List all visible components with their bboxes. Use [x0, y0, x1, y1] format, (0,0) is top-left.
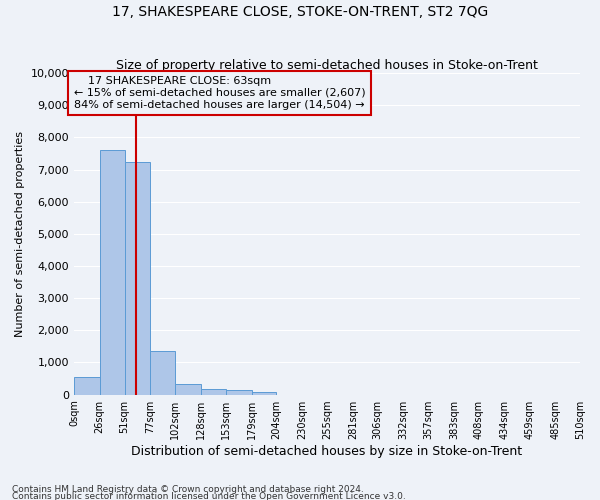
Y-axis label: Number of semi-detached properties: Number of semi-detached properties: [15, 131, 25, 337]
Text: Contains public sector information licensed under the Open Government Licence v3: Contains public sector information licen…: [12, 492, 406, 500]
Bar: [175, 384, 201, 394]
Text: Contains HM Land Registry data © Crown copyright and database right 2024.: Contains HM Land Registry data © Crown c…: [12, 486, 364, 494]
Bar: [226, 390, 251, 394]
X-axis label: Distribution of semi-detached houses by size in Stoke-on-Trent: Distribution of semi-detached houses by …: [131, 444, 523, 458]
Bar: [125, 162, 151, 394]
Bar: [251, 392, 277, 394]
Bar: [151, 351, 175, 395]
Text: 17 SHAKESPEARE CLOSE: 63sqm
← 15% of semi-detached houses are smaller (2,607)
84: 17 SHAKESPEARE CLOSE: 63sqm ← 15% of sem…: [74, 76, 365, 110]
Bar: [100, 150, 125, 394]
Title: Size of property relative to semi-detached houses in Stoke-on-Trent: Size of property relative to semi-detach…: [116, 59, 538, 72]
Text: 17, SHAKESPEARE CLOSE, STOKE-ON-TRENT, ST2 7QG: 17, SHAKESPEARE CLOSE, STOKE-ON-TRENT, S…: [112, 5, 488, 19]
Bar: [74, 377, 100, 394]
Bar: [201, 389, 226, 394]
